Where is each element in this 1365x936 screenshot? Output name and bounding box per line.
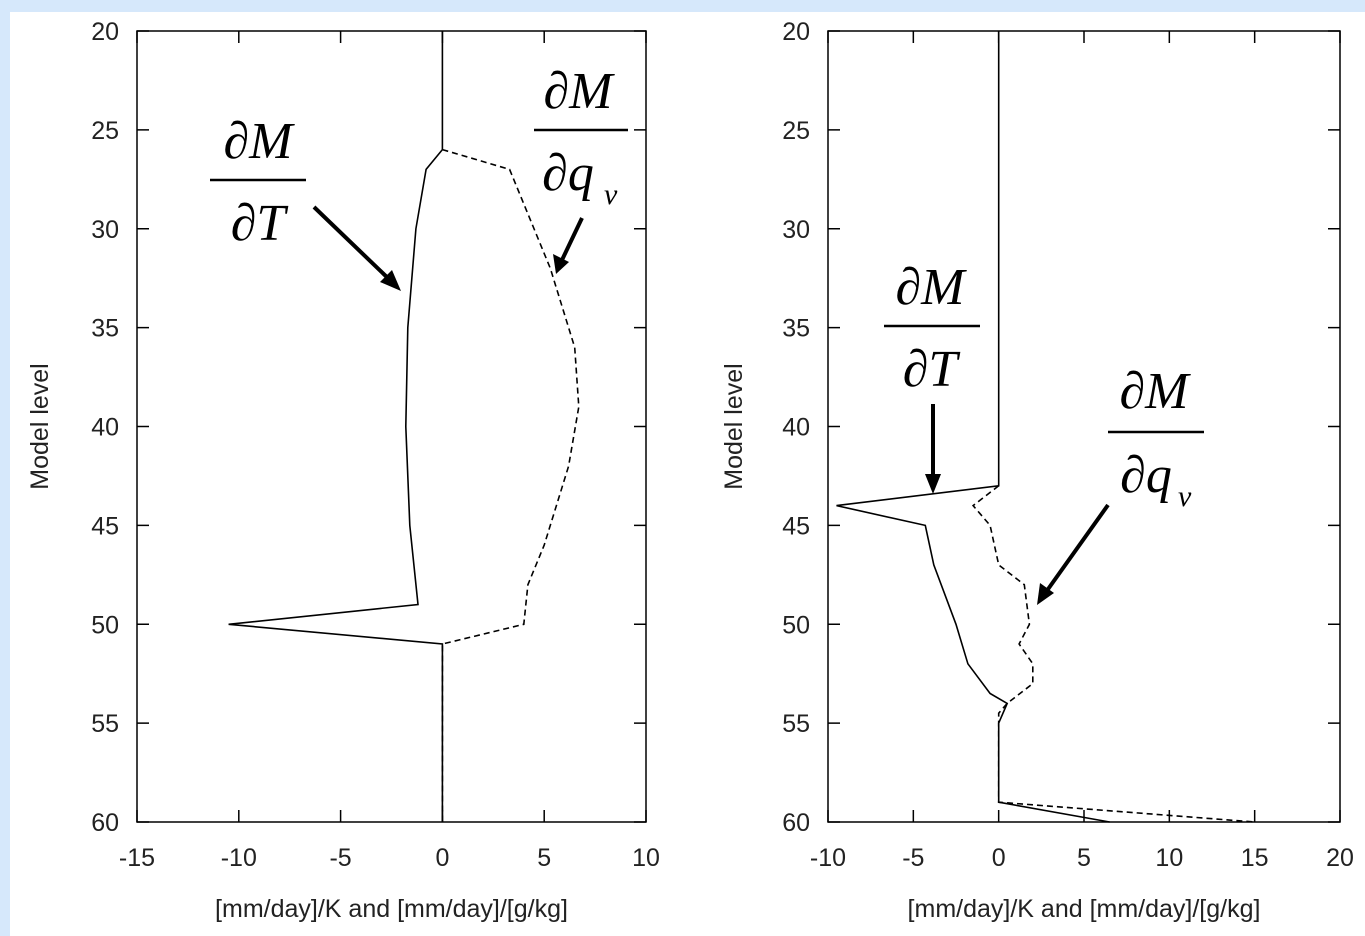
right-ytick-label: 25 bbox=[782, 117, 810, 145]
left-dmdqv-numerator: ∂M bbox=[543, 63, 615, 120]
right-xtick-label: 10 bbox=[1155, 844, 1183, 872]
right-ytick-label: 20 bbox=[782, 18, 810, 46]
right-ytick-label: 45 bbox=[782, 512, 810, 540]
left-xtick-label: 0 bbox=[435, 844, 449, 872]
left-dmdt-denominator: ∂T bbox=[231, 195, 289, 252]
right-xtick-label: 0 bbox=[992, 844, 1006, 872]
right-dmdt-numerator: ∂M bbox=[895, 259, 967, 316]
right-ytick-label: 50 bbox=[782, 611, 810, 639]
right-x-axis-label: [mm/day]/K and [mm/day]/[g/kg] bbox=[908, 895, 1261, 923]
right-ytick-label: 35 bbox=[782, 315, 810, 343]
right-ytick-label: 40 bbox=[782, 414, 810, 442]
left-ytick-label: 20 bbox=[91, 18, 119, 46]
left-series-solid bbox=[228, 31, 444, 822]
left-ytick-label: 35 bbox=[91, 315, 119, 343]
left-ytick-label: 30 bbox=[91, 216, 119, 244]
right-dmdqv-arrow-head bbox=[1037, 583, 1054, 605]
right-chart: 20 25 30 35 40 45 50 55 60-10 -5 0 5 10 15 20 [mm/day]/… bbox=[720, 18, 1354, 923]
left-xtick-label: -15 bbox=[119, 844, 155, 872]
left-ytick-label: 45 bbox=[91, 512, 119, 540]
right-xtick-label: 20 bbox=[1326, 844, 1354, 872]
right-dmdqv-denominator: ∂q bbox=[1120, 447, 1172, 504]
left-chart: 20 25 30 35 40 45 50 55 60-15 -10 -5 0 5 10 [mm/day]/K… bbox=[26, 18, 660, 923]
right-annotation-dm-dt: ∂M ∂T bbox=[884, 259, 980, 494]
right-ytick-label: 30 bbox=[782, 216, 810, 244]
frame-left-band bbox=[0, 0, 10, 936]
right-series-dashed bbox=[971, 485, 1255, 823]
right-dmdt-denominator: ∂T bbox=[903, 341, 961, 398]
left-annotation-dm-dqv: ∂M ∂q v bbox=[534, 63, 628, 274]
left-ytick-label: 60 bbox=[91, 809, 119, 837]
right-dmdt-arrow-head bbox=[925, 474, 941, 494]
left-x-axis-label: [mm/day]/K and [mm/day]/[g/kg] bbox=[215, 895, 568, 923]
right-ytick-label: 55 bbox=[782, 710, 810, 738]
left-annotation-dm-dt: ∂M ∂T bbox=[210, 113, 401, 291]
left-dmdqv-arrow-head bbox=[553, 254, 569, 274]
right-xtick-label: -5 bbox=[902, 844, 924, 872]
right-series-solid bbox=[836, 31, 1110, 823]
right-dmdqv-numerator: ∂M bbox=[1119, 363, 1191, 420]
right-xtick-label: 5 bbox=[1077, 844, 1091, 872]
right-plot-frame bbox=[827, 30, 1341, 823]
left-xtick-label: 5 bbox=[537, 844, 551, 872]
right-dmdqv-subscript: v bbox=[1178, 480, 1192, 513]
right-dmdqv-arrow-shaft bbox=[1044, 503, 1110, 594]
left-xtick-label: -10 bbox=[221, 844, 257, 872]
left-dmdt-arrow-shaft bbox=[312, 205, 394, 284]
left-dmdt-arrow-head bbox=[380, 270, 401, 291]
right-ytick-label: 60 bbox=[782, 809, 810, 837]
left-ytick-label: 55 bbox=[91, 710, 119, 738]
left-xtick-label: 10 bbox=[632, 844, 660, 872]
left-dmdqv-subscript: v bbox=[604, 178, 618, 211]
left-dmdt-numerator: ∂M bbox=[223, 113, 295, 170]
right-y-axis-label: Model level bbox=[720, 363, 748, 489]
left-ytick-label: 25 bbox=[91, 117, 119, 145]
left-dmdqv-denominator: ∂q bbox=[542, 145, 594, 202]
left-dmdqv-arrow-shaft bbox=[560, 217, 584, 261]
left-ytick-label: 40 bbox=[91, 414, 119, 442]
left-series-dashed bbox=[441, 148, 580, 822]
right-annotation-dm-dqv: ∂M ∂q v bbox=[1037, 363, 1204, 605]
right-xtick-label: 15 bbox=[1241, 844, 1269, 872]
frame-top-band bbox=[0, 0, 1365, 12]
left-y-axis-label: Model level bbox=[26, 363, 54, 489]
left-ytick-label: 50 bbox=[91, 611, 119, 639]
right-xtick-label: -10 bbox=[810, 844, 846, 872]
left-xtick-label: -5 bbox=[329, 844, 351, 872]
